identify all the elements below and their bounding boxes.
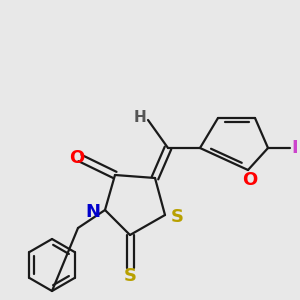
Text: O: O [69,149,85,167]
Text: I: I [292,139,298,157]
Text: S: S [170,208,184,226]
Text: H: H [134,110,146,125]
Text: N: N [85,203,100,221]
Text: O: O [242,171,258,189]
Text: S: S [124,267,136,285]
